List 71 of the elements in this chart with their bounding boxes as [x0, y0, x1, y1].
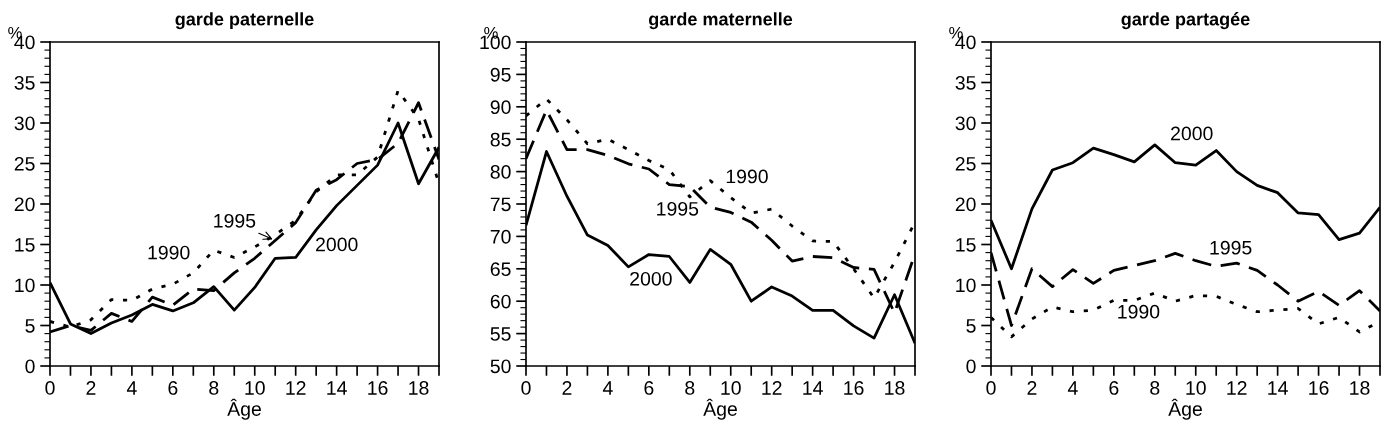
y-tick-label: 90 — [490, 100, 511, 115]
y-tick-label: 25 — [14, 156, 35, 171]
x-tick-label: 4 — [126, 381, 137, 395]
x-tick-label: 12 — [762, 381, 782, 395]
series-label: 1990 — [1118, 304, 1160, 319]
x-tick-label: 10 — [721, 381, 741, 395]
x-tick-label: 16 — [844, 381, 864, 395]
y-tick-label: 55 — [490, 327, 511, 341]
x-tick-label: 8 — [685, 381, 695, 395]
x-tick-label: 18 — [885, 381, 905, 395]
x-tick-label: 0 — [45, 381, 55, 395]
y-tick-label: 10 — [15, 278, 35, 293]
y-tick-label: 15 — [15, 238, 35, 252]
x-tick-label: 14 — [1268, 381, 1288, 395]
y-tick-label: 80 — [490, 165, 511, 179]
y-tick-label: 15 — [956, 238, 976, 252]
x-tick-label: 12 — [1227, 381, 1247, 395]
series-label: 1990 — [148, 245, 190, 260]
y-tick-label: 70 — [490, 229, 511, 244]
x-tick-label: 0 — [986, 381, 996, 395]
y-tick-label: 95 — [490, 67, 511, 82]
y-tick-label: 85 — [490, 132, 511, 147]
x-tick-label: 10 — [245, 381, 265, 395]
series-label: 1995 — [214, 213, 256, 228]
x-tick-label: 2 — [1027, 381, 1037, 395]
x-tick-label: 18 — [409, 381, 429, 395]
x-tick-label: 6 — [1109, 381, 1119, 395]
y-tick-label: 20 — [955, 197, 976, 212]
legend-label: 2000 — [316, 237, 358, 252]
x-tick-label: 0 — [521, 381, 531, 395]
x-tick-label: 2 — [562, 381, 572, 395]
x-axis-title: Âge — [703, 398, 737, 420]
series-label: 2000 — [1171, 126, 1213, 141]
series-label: 2000 — [630, 271, 672, 286]
y-tick-label: 5 — [966, 319, 976, 333]
x-tick-label: 12 — [286, 381, 306, 395]
y-tick-label: 20 — [14, 197, 35, 212]
x-tick-label: 2 — [86, 381, 96, 395]
chart-title: garde maternelle — [648, 12, 793, 30]
y-tick-label: 35 — [14, 75, 35, 90]
y-tick-label: 60 — [490, 294, 511, 309]
x-tick-label: 8 — [1150, 381, 1160, 395]
x-tick-label: 16 — [368, 381, 388, 395]
chart-title: garde partagée — [1121, 12, 1250, 30]
x-tick-label: 8 — [209, 381, 219, 395]
x-tick-label: 4 — [602, 381, 613, 395]
chart-title: garde paternelle — [175, 12, 314, 30]
y-tick-label: 50 — [490, 359, 511, 374]
x-axis-title: Âge — [1168, 398, 1202, 420]
x-tick-label: 14 — [327, 381, 347, 395]
x-tick-label: 16 — [1309, 381, 1329, 395]
x-tick-label: 14 — [803, 381, 823, 395]
y-tick-label: 65 — [490, 262, 511, 277]
x-axis-title: Âge — [227, 398, 261, 420]
y-tick-label: 30 — [14, 116, 35, 131]
y-tick-label: 5 — [25, 319, 35, 333]
y-tick-label: 25 — [955, 156, 976, 171]
y-tick-label: 35 — [955, 75, 976, 90]
series-label: 1990 — [726, 169, 768, 184]
y-tick-label: 75 — [490, 197, 511, 212]
x-tick-label: 6 — [644, 381, 654, 395]
x-tick-label: 6 — [168, 381, 178, 395]
y-tick-label: 0 — [25, 359, 35, 374]
x-tick-label: 4 — [1067, 381, 1078, 395]
x-tick-label: 18 — [1350, 381, 1370, 395]
y-tick-label: 0 — [966, 359, 976, 374]
series-label: 1995 — [657, 201, 699, 216]
y-tick-label: 10 — [956, 278, 976, 293]
series-label: 1995 — [1210, 240, 1252, 255]
x-tick-label: 10 — [1186, 381, 1206, 395]
y-tick-label: 30 — [955, 116, 976, 131]
